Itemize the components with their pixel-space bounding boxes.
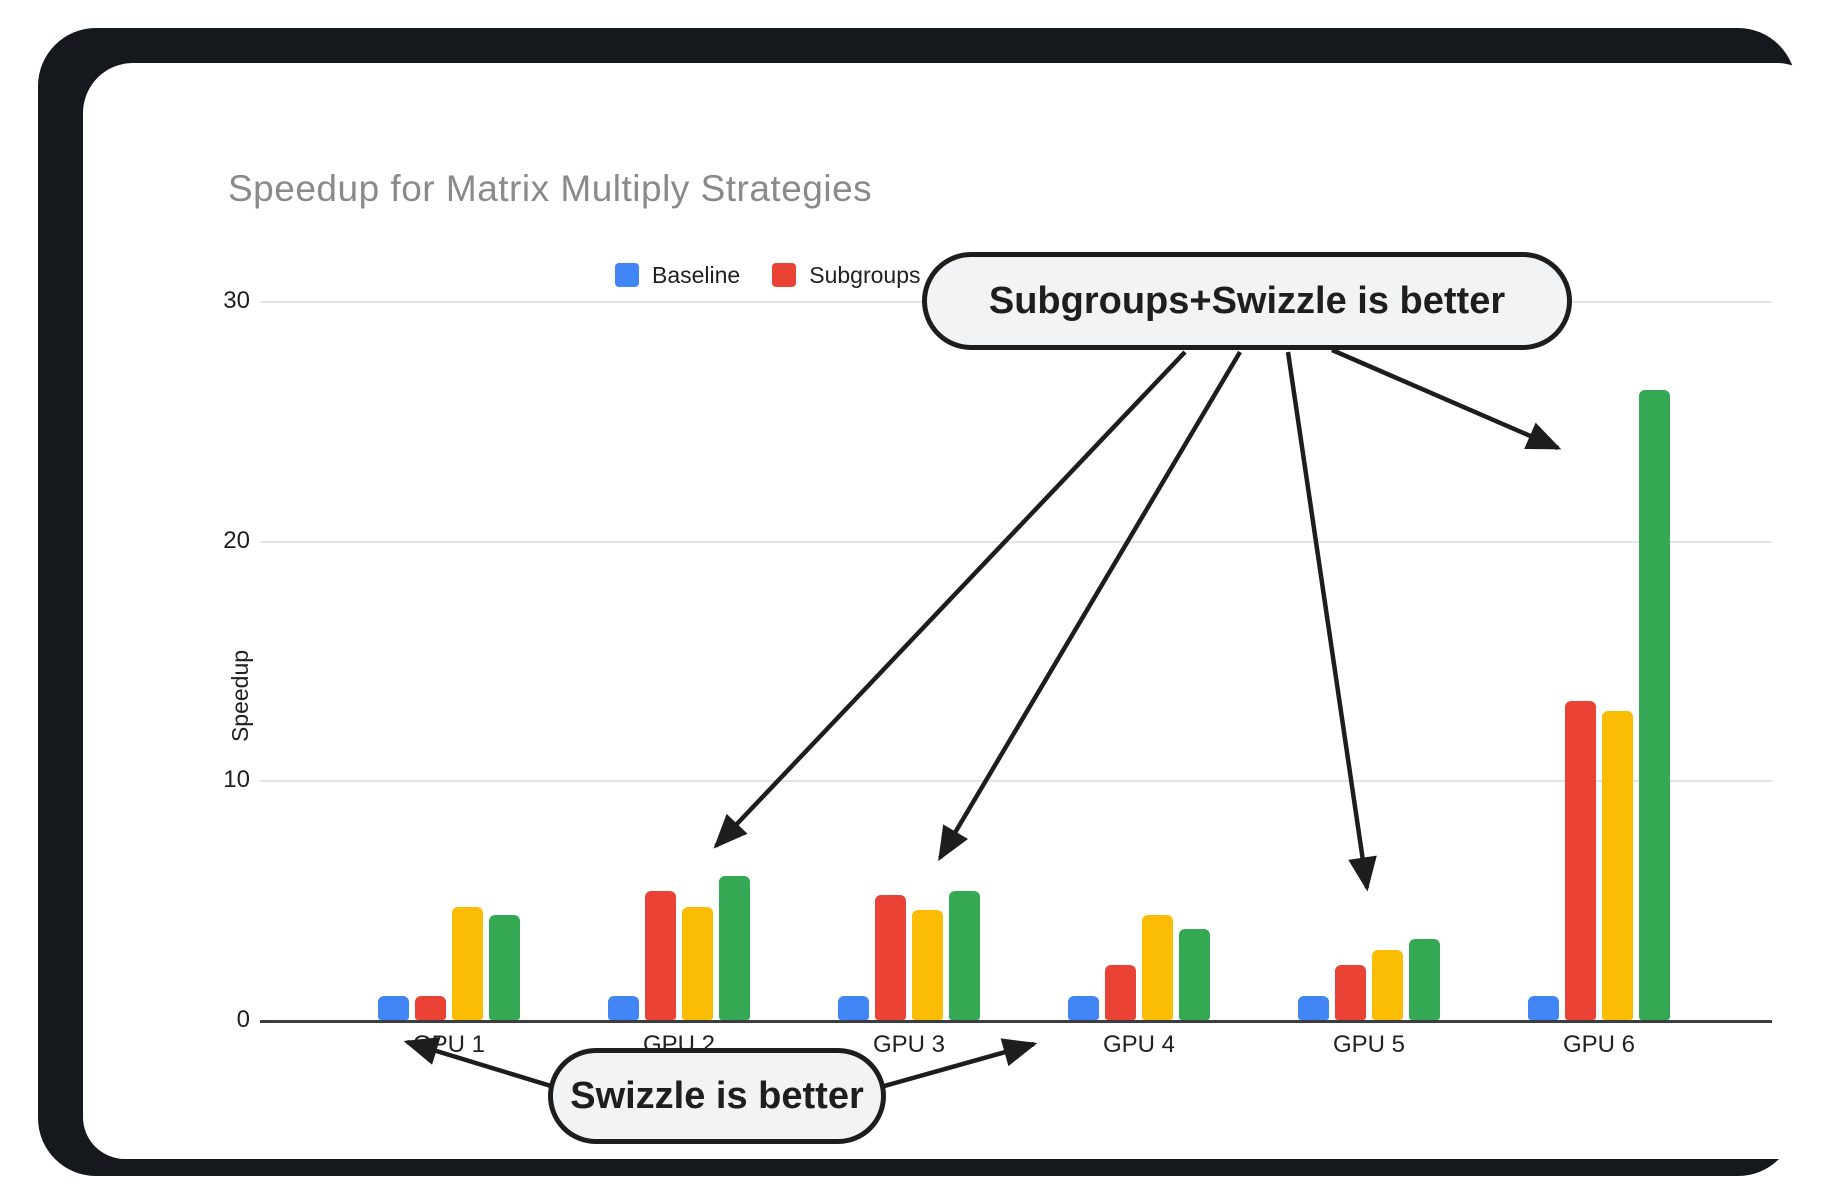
callout-text: Subgroups+Swizzle is better xyxy=(988,279,1506,322)
gridline-10 xyxy=(260,780,1772,783)
bar-baseline-gpu-3 xyxy=(838,996,869,1020)
bar-swizzle-gpu-2 xyxy=(682,907,713,1020)
bar-subgroups-swizzle-gpu-3 xyxy=(949,891,980,1020)
y-tick-label-20: 20 xyxy=(223,526,250,554)
legend-swatch-icon xyxy=(772,263,797,287)
bar-subgroups-swizzle-gpu-5 xyxy=(1409,939,1440,1020)
y-tick-label-30: 30 xyxy=(223,286,250,314)
bar-baseline-gpu-1 xyxy=(378,996,409,1020)
bar-baseline-gpu-4 xyxy=(1068,996,1099,1020)
x-tick-label-gpu-4: GPU 4 xyxy=(1102,1031,1176,1058)
bar-subgroups-gpu-4 xyxy=(1105,965,1136,1020)
bar-subgroups-gpu-2 xyxy=(645,891,676,1020)
legend-swatch-icon xyxy=(615,263,639,287)
callout-subgroups-swizzle-is-better: Subgroups+Swizzle is better xyxy=(922,252,1572,350)
bar-swizzle-gpu-4 xyxy=(1142,915,1173,1020)
y-tick-label-10: 10 xyxy=(223,766,250,794)
bar-swizzle-gpu-6 xyxy=(1602,711,1633,1020)
x-tick-label-gpu-5: GPU 5 xyxy=(1332,1031,1406,1058)
window-frame: Speedup for Matrix Multiply Strategies B… xyxy=(38,28,1827,1176)
bar-subgroups-swizzle-gpu-6 xyxy=(1639,390,1670,1020)
bar-subgroups-swizzle-gpu-4 xyxy=(1179,929,1210,1020)
x-axis-line xyxy=(260,1020,1772,1023)
bar-subgroups-gpu-3 xyxy=(875,895,906,1020)
bar-subgroups-gpu-1 xyxy=(415,996,446,1020)
legend-item-subgroups: Subgroups xyxy=(772,262,920,289)
bar-baseline-gpu-2 xyxy=(608,996,639,1020)
callout-text: Swizzle is better xyxy=(570,1074,864,1117)
gridline-20 xyxy=(260,540,1772,543)
bar-subgroups-gpu-5 xyxy=(1335,965,1366,1020)
bar-swizzle-gpu-5 xyxy=(1372,950,1403,1020)
bar-subgroups-swizzle-gpu-1 xyxy=(489,915,520,1020)
legend-label: Baseline xyxy=(652,261,741,288)
x-tick-label-gpu-1: GPU 1 xyxy=(412,1031,486,1058)
bar-subgroups-gpu-6 xyxy=(1565,701,1596,1020)
x-tick-label-gpu-6: GPU 6 xyxy=(1562,1031,1636,1058)
bar-swizzle-gpu-1 xyxy=(452,907,483,1020)
callout-swizzle-is-better: Swizzle is better xyxy=(548,1048,886,1144)
chart-card: Speedup for Matrix Multiply Strategies B… xyxy=(83,63,1827,1159)
legend-label: Subgroups xyxy=(809,261,921,288)
chart-title: Speedup for Matrix Multiply Strategies xyxy=(228,168,873,209)
legend-item-baseline: Baseline xyxy=(615,262,740,289)
y-tick-label-0: 0 xyxy=(236,1006,250,1033)
bar-baseline-gpu-5 xyxy=(1298,996,1329,1020)
bar-baseline-gpu-6 xyxy=(1528,996,1559,1020)
bar-swizzle-gpu-3 xyxy=(912,910,943,1020)
bar-subgroups-swizzle-gpu-2 xyxy=(719,876,750,1020)
